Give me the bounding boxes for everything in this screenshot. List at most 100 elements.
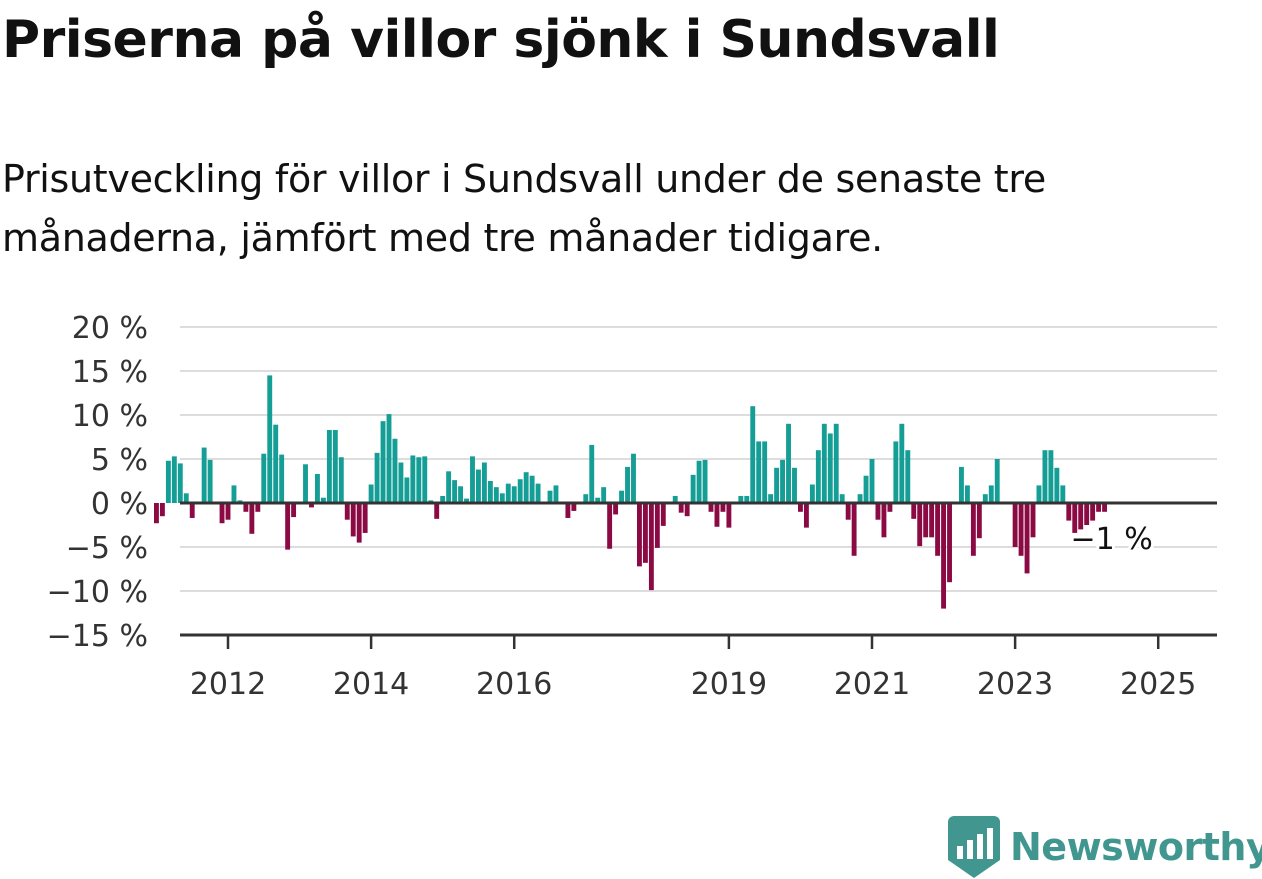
- bar: [1084, 503, 1090, 525]
- bar: [368, 484, 374, 503]
- bar: [839, 494, 845, 503]
- bar: [416, 457, 422, 503]
- last-value-label: −1 %: [1071, 522, 1153, 557]
- bar: [476, 469, 481, 503]
- x-tick-label: 2016: [476, 667, 552, 702]
- bar: [642, 503, 648, 563]
- bar: [189, 503, 195, 518]
- bar: [183, 493, 189, 503]
- bar: [678, 503, 684, 513]
- bar: [684, 503, 690, 517]
- chart-title: Priserna på villor sjönk i Sundsvall: [2, 10, 1000, 70]
- bar: [452, 480, 458, 503]
- bar: [970, 503, 976, 556]
- chart-subtitle: Prisutveckling för villor i Sundsvall un…: [2, 157, 1046, 260]
- y-tick-label: 0 %: [91, 487, 148, 522]
- bar: [583, 494, 589, 503]
- bar: [750, 406, 756, 503]
- bar: [798, 503, 803, 512]
- bar: [648, 503, 654, 591]
- bar: [905, 450, 911, 503]
- bar: [803, 503, 809, 528]
- bar: [1036, 485, 1042, 503]
- bar: [499, 493, 505, 503]
- x-tick-label: 2014: [333, 667, 409, 702]
- bar: [619, 490, 624, 503]
- bar: [517, 479, 523, 503]
- bar: [356, 503, 362, 543]
- bar: [535, 483, 541, 503]
- bar: [344, 503, 350, 520]
- bar: [923, 503, 929, 538]
- bar: [231, 485, 237, 503]
- bar: [1048, 450, 1054, 503]
- bar: [249, 503, 255, 534]
- bar: [815, 450, 821, 503]
- brand-name: Newsworthy: [1010, 825, 1262, 869]
- bar: [780, 459, 785, 503]
- bar: [672, 495, 678, 503]
- bar: [1018, 503, 1024, 556]
- bar: [320, 497, 326, 503]
- x-tick-label: 2023: [977, 667, 1053, 702]
- bar: [762, 441, 768, 503]
- bar: [714, 503, 720, 527]
- y-tick-label: −15 %: [47, 619, 148, 654]
- y-tick-label: −5 %: [66, 531, 148, 566]
- bar: [964, 485, 970, 503]
- bar: [625, 466, 630, 503]
- bar: [774, 467, 780, 503]
- x-tick-label: 2025: [1120, 667, 1196, 702]
- bar: [261, 453, 267, 503]
- bar: [702, 459, 708, 503]
- y-tick-label: 15 %: [72, 355, 148, 390]
- bar: [1024, 503, 1030, 574]
- bar: [756, 441, 762, 503]
- y-tick-labels: 20 % 15 % 10 % 5 % 0 % −5 % −10 % −15 %: [47, 311, 148, 654]
- bar: [947, 503, 952, 583]
- bar: [690, 474, 696, 503]
- bar: [553, 485, 559, 503]
- bars: [154, 375, 1108, 609]
- bar: [273, 424, 279, 503]
- bar: [738, 495, 744, 503]
- bar: [404, 477, 410, 503]
- y-tick-label: 10 %: [72, 399, 148, 434]
- bar: [326, 429, 332, 503]
- bar: [595, 497, 601, 503]
- y-tick-label: 20 %: [72, 311, 148, 346]
- bar: [720, 503, 726, 512]
- bar: [434, 503, 440, 519]
- bar-chart: 20 %15 %10 %5 %0 %−5 %−10 %−15 % 2012 201…: [47, 311, 1217, 702]
- bar: [589, 444, 595, 503]
- bar: [809, 484, 815, 503]
- x-tick-label: 2012: [190, 667, 266, 702]
- bar: [917, 503, 923, 547]
- bar: [696, 460, 702, 503]
- bar: [929, 503, 935, 538]
- y-tick-label: −10 %: [47, 575, 148, 610]
- bar: [827, 433, 833, 503]
- x-tick-label: 2019: [691, 667, 767, 702]
- bar: [303, 464, 308, 503]
- x-tick-labels: 2012 2014 2016 2019 2021 2023 2025: [190, 667, 1197, 702]
- bar: [863, 475, 869, 503]
- gridlines: [180, 326, 1217, 592]
- bar: [845, 503, 851, 520]
- bar: [279, 454, 285, 503]
- newsworthy-icon: [948, 816, 1000, 878]
- bar: [380, 421, 386, 503]
- bar: [1066, 503, 1072, 521]
- bar: [851, 503, 857, 556]
- bar: [607, 503, 613, 549]
- bar: [899, 423, 905, 503]
- bar: [893, 441, 899, 503]
- bar: [398, 462, 404, 503]
- axes: [180, 501, 1217, 649]
- bar: [362, 503, 368, 533]
- bar: [493, 487, 499, 503]
- bar: [422, 456, 428, 503]
- bar: [601, 487, 607, 503]
- bar: [165, 460, 171, 503]
- bar: [911, 503, 917, 519]
